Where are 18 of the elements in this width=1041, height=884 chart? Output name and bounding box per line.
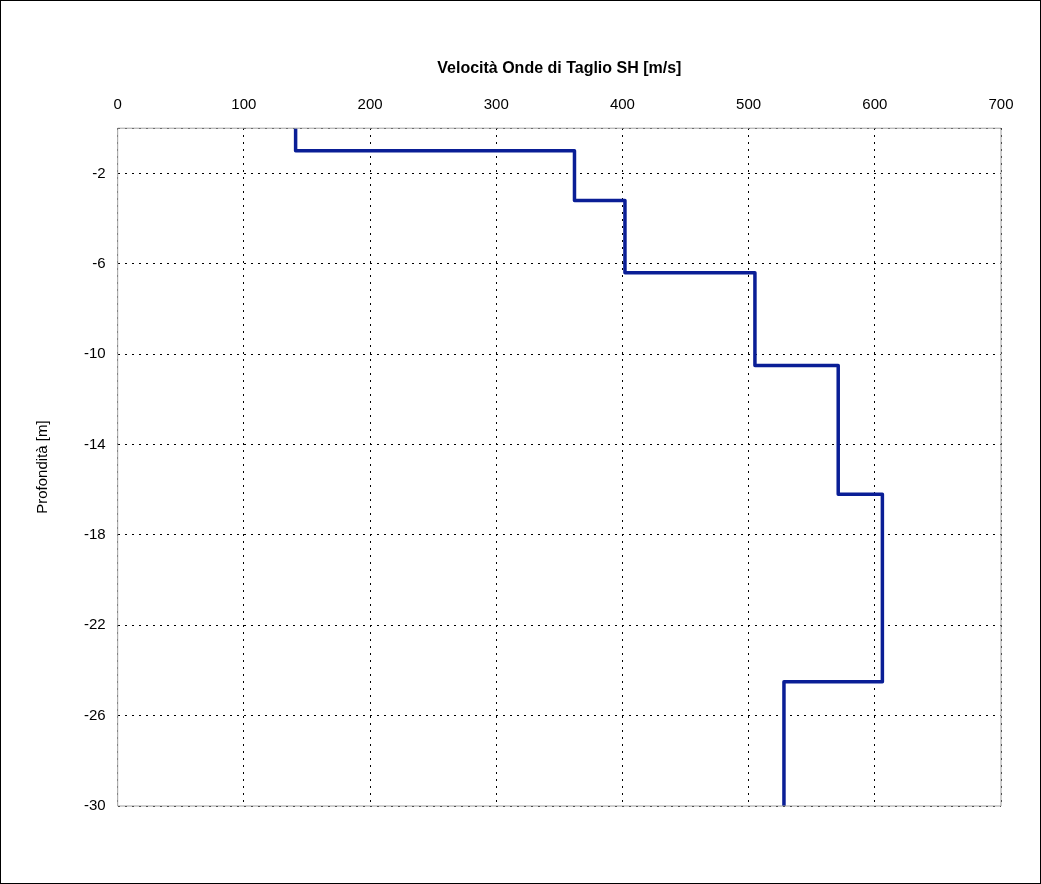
x-tick-label: 400 bbox=[609, 95, 635, 113]
y-tick-label: -18 bbox=[83, 525, 106, 543]
y-tick-label: -14 bbox=[83, 434, 106, 452]
x-tick-label: 0 bbox=[113, 95, 122, 113]
x-tick-label: 500 bbox=[736, 95, 762, 113]
y-tick-label: -30 bbox=[83, 796, 106, 814]
x-tick-label: 700 bbox=[988, 95, 1014, 113]
x-tick-label: 100 bbox=[231, 95, 257, 113]
y-tick-label: -22 bbox=[83, 615, 106, 633]
y-tick-label: -10 bbox=[83, 344, 106, 362]
y-tick-label: -6 bbox=[92, 253, 106, 271]
y-axis-title: Profondità [m] bbox=[33, 420, 51, 514]
y-tick-label: -2 bbox=[92, 163, 106, 181]
x-tick-label: 200 bbox=[357, 95, 383, 113]
x-axis-title: Velocità Onde di Taglio SH [m/s] bbox=[437, 59, 682, 77]
x-tick-label: 600 bbox=[862, 95, 888, 113]
y-tick-label: -26 bbox=[83, 705, 106, 723]
x-tick-label: 300 bbox=[483, 95, 509, 113]
